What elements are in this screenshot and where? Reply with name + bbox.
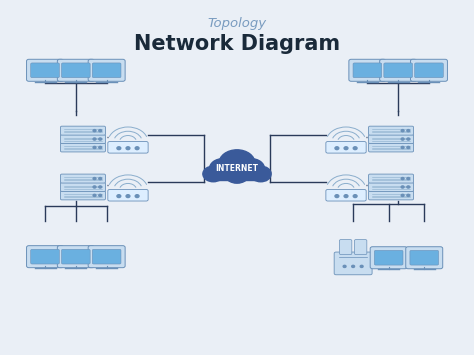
Circle shape	[401, 186, 404, 188]
FancyBboxPatch shape	[61, 143, 105, 152]
Text: INTERNET: INTERNET	[216, 164, 258, 174]
FancyBboxPatch shape	[369, 126, 413, 135]
Circle shape	[99, 178, 101, 180]
FancyBboxPatch shape	[88, 59, 125, 81]
FancyBboxPatch shape	[61, 191, 105, 200]
Circle shape	[93, 130, 96, 132]
FancyBboxPatch shape	[369, 143, 413, 152]
FancyBboxPatch shape	[108, 142, 148, 153]
Circle shape	[407, 194, 410, 196]
FancyBboxPatch shape	[326, 142, 366, 153]
Circle shape	[352, 265, 355, 267]
FancyBboxPatch shape	[31, 249, 59, 264]
FancyBboxPatch shape	[31, 63, 59, 78]
Circle shape	[225, 165, 249, 183]
FancyBboxPatch shape	[370, 247, 407, 269]
FancyBboxPatch shape	[355, 240, 367, 255]
FancyBboxPatch shape	[92, 63, 121, 78]
FancyBboxPatch shape	[384, 63, 412, 78]
Circle shape	[99, 186, 101, 188]
Circle shape	[210, 159, 236, 179]
FancyBboxPatch shape	[61, 126, 105, 135]
Circle shape	[93, 186, 96, 188]
Circle shape	[343, 265, 346, 267]
FancyBboxPatch shape	[326, 190, 366, 201]
FancyBboxPatch shape	[410, 59, 447, 81]
Circle shape	[401, 146, 404, 148]
FancyBboxPatch shape	[88, 246, 125, 268]
Circle shape	[93, 194, 96, 196]
FancyBboxPatch shape	[57, 246, 94, 268]
Text: Network Diagram: Network Diagram	[134, 34, 340, 54]
FancyBboxPatch shape	[334, 252, 372, 275]
Circle shape	[401, 138, 404, 140]
FancyBboxPatch shape	[406, 247, 443, 269]
FancyBboxPatch shape	[369, 174, 413, 183]
FancyBboxPatch shape	[410, 250, 438, 265]
Circle shape	[219, 150, 255, 177]
Circle shape	[407, 138, 410, 140]
Circle shape	[407, 186, 410, 188]
Circle shape	[93, 146, 96, 148]
Circle shape	[401, 130, 404, 132]
FancyBboxPatch shape	[62, 249, 90, 264]
FancyBboxPatch shape	[61, 174, 105, 183]
FancyBboxPatch shape	[374, 250, 403, 265]
FancyBboxPatch shape	[62, 63, 90, 78]
FancyBboxPatch shape	[339, 240, 352, 255]
Circle shape	[407, 178, 410, 180]
FancyBboxPatch shape	[353, 63, 382, 78]
Circle shape	[353, 195, 357, 197]
Circle shape	[353, 147, 357, 149]
FancyBboxPatch shape	[349, 59, 386, 81]
FancyBboxPatch shape	[61, 182, 105, 191]
Circle shape	[344, 147, 348, 149]
Circle shape	[135, 147, 139, 149]
Circle shape	[126, 147, 130, 149]
Circle shape	[99, 194, 101, 196]
Circle shape	[335, 195, 339, 197]
FancyBboxPatch shape	[27, 246, 64, 268]
Circle shape	[99, 138, 101, 140]
FancyBboxPatch shape	[369, 182, 413, 191]
Circle shape	[335, 147, 339, 149]
Circle shape	[126, 195, 130, 197]
Circle shape	[99, 130, 101, 132]
FancyBboxPatch shape	[369, 191, 413, 200]
FancyBboxPatch shape	[57, 59, 94, 81]
Circle shape	[360, 265, 363, 267]
Circle shape	[238, 159, 264, 179]
Circle shape	[93, 178, 96, 180]
Circle shape	[117, 147, 121, 149]
FancyBboxPatch shape	[415, 63, 443, 78]
FancyBboxPatch shape	[92, 249, 121, 264]
Circle shape	[203, 166, 224, 182]
Bar	[208, 171, 266, 180]
FancyBboxPatch shape	[27, 59, 64, 81]
FancyBboxPatch shape	[380, 59, 417, 81]
Circle shape	[401, 178, 404, 180]
Circle shape	[99, 146, 101, 148]
Circle shape	[401, 194, 404, 196]
Circle shape	[250, 166, 271, 182]
Circle shape	[407, 130, 410, 132]
Text: Topology: Topology	[208, 17, 266, 29]
Circle shape	[344, 195, 348, 197]
FancyBboxPatch shape	[369, 135, 413, 143]
FancyBboxPatch shape	[108, 190, 148, 201]
Circle shape	[135, 195, 139, 197]
Circle shape	[117, 195, 121, 197]
FancyBboxPatch shape	[61, 135, 105, 143]
Circle shape	[407, 146, 410, 148]
Circle shape	[93, 138, 96, 140]
